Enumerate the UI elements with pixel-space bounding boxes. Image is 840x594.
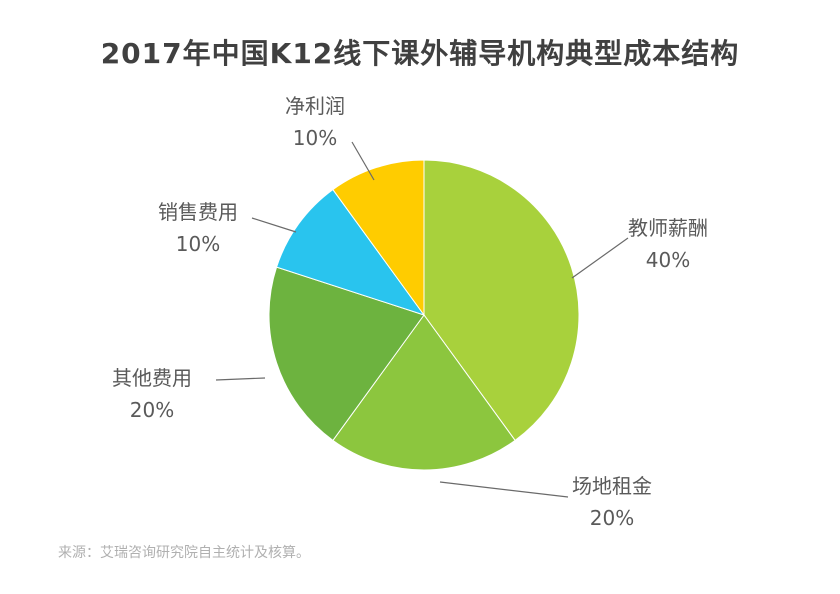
slice-name: 场地租金 [572, 474, 652, 498]
slice-percent: 20% [589, 506, 635, 530]
slice-percent: 10% [175, 232, 221, 256]
slice-name: 教师薪酬 [628, 216, 708, 240]
leader-line-sales-costs [251, 217, 297, 233]
leader-line-venue-rent [439, 481, 569, 498]
pie-slice-teacher-salary [423, 159, 580, 442]
slice-percent: 10% [292, 126, 338, 150]
slice-name: 净利润 [285, 94, 345, 118]
pie-slices [268, 159, 580, 471]
source-note: 来源：艾瑞咨询研究院自主统计及核算。 [58, 545, 310, 561]
slice-percent: 40% [645, 248, 691, 272]
slice-label-teacher-salary: 教师薪酬 40% [628, 212, 708, 276]
slice-label-venue-rent: 场地租金 20% [572, 470, 652, 534]
slice-percent: 20% [129, 398, 175, 422]
leader-line-other-costs [215, 377, 266, 381]
pie-slice-venue-rent [332, 314, 516, 471]
pie-slice-net-profit [332, 159, 425, 317]
slice-label-other-costs: 其他费用 20% [112, 362, 192, 426]
slice-name: 其他费用 [112, 366, 192, 390]
leader-lines [215, 141, 629, 498]
pie-slice-sales-costs [275, 188, 426, 316]
leader-line-teacher-salary [571, 237, 629, 279]
leader-line-net-profit [351, 141, 375, 181]
slice-name: 销售费用 [158, 200, 238, 224]
slice-label-sales-costs: 销售费用 10% [158, 196, 238, 260]
slice-label-net-profit: 净利润 10% [285, 90, 345, 154]
pie-slice-other-costs [268, 266, 425, 442]
chart-title: 2017年中国K12线下课外辅导机构典型成本结构 [100, 37, 740, 70]
